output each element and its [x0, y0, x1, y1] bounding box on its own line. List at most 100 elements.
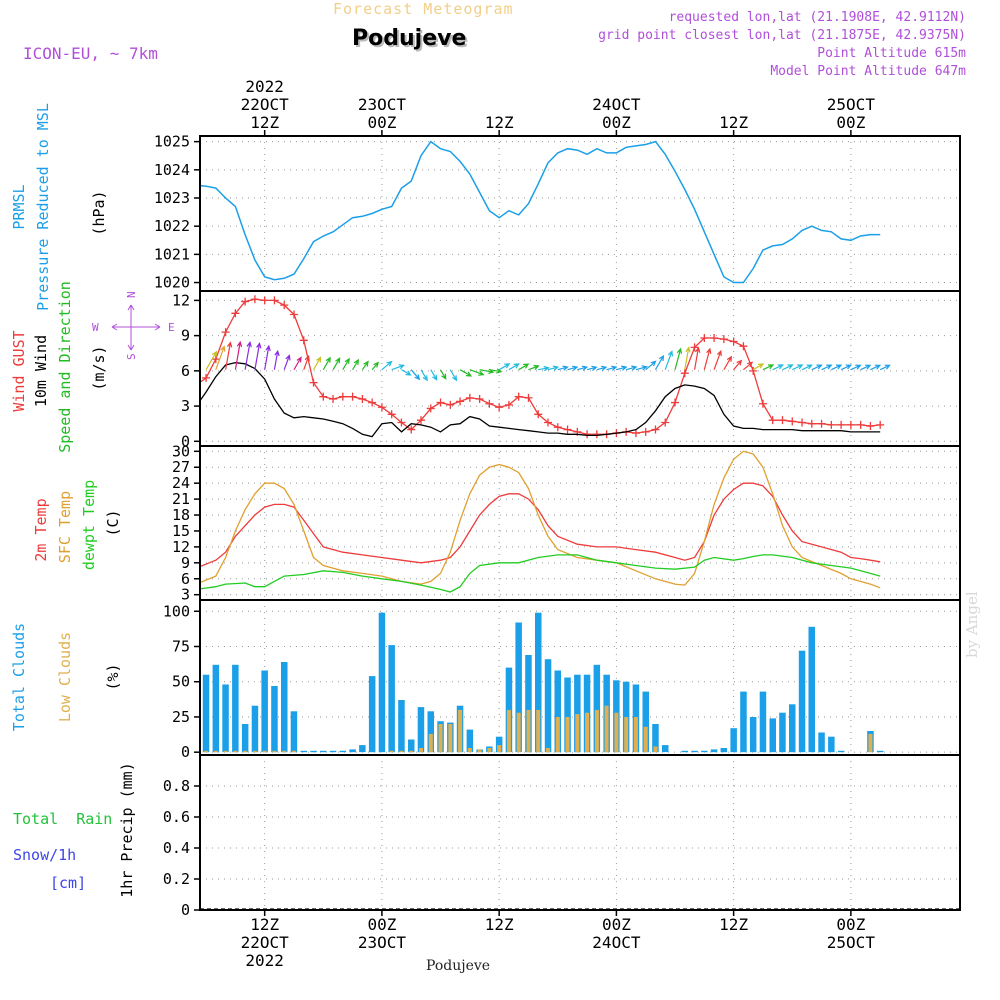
time-label-top: 2022 [245, 77, 284, 96]
wind-direction-arrow [459, 369, 473, 377]
gust-marker [348, 392, 357, 401]
low-cloud-bar [555, 717, 560, 753]
y-tick-label: 6 [181, 362, 190, 380]
wind-direction-arrow [508, 363, 520, 371]
low-cloud-bar [477, 749, 482, 753]
total-cloud-bar [398, 700, 405, 753]
wind-direction-arrow [538, 365, 550, 372]
compass-arrows [111, 304, 161, 351]
compass-n: N [125, 291, 138, 298]
wind-direction-arrow [567, 365, 579, 371]
wind-direction-arrow [283, 354, 291, 370]
total-cloud-bar [710, 749, 718, 753]
direction-label: Speed and Direction [56, 281, 74, 453]
time-label-bottom: 22OCT [241, 933, 290, 952]
panel-frame [199, 135, 961, 292]
y-tick-label: 1020 [154, 274, 190, 292]
gust-marker [319, 392, 328, 401]
low-cloud-bar [536, 709, 541, 753]
wind-direction-arrow [401, 369, 412, 376]
total-cloud-bar [564, 677, 571, 753]
total-cloud-bar [701, 750, 708, 753]
low-cloud-bar [565, 717, 570, 753]
y-tick-label: 0 [181, 432, 190, 450]
gust-marker [651, 425, 660, 434]
wind-direction-arrow [342, 357, 350, 371]
gust-marker [729, 337, 738, 346]
grid-point-coords: grid point closest lon,lat (21.1875E, 42… [598, 28, 966, 43]
gust-marker [202, 373, 211, 382]
wind-direction-arrow [489, 368, 503, 374]
total-cloud-bar [310, 750, 317, 753]
gust-marker [680, 369, 689, 378]
y-tick-label: 0.2 [163, 870, 190, 888]
total-cloud-bar [662, 745, 669, 753]
y-tick-label: 21 [172, 490, 190, 508]
time-label-top: 23OCT [358, 95, 407, 114]
total-cloud-bar [271, 686, 278, 753]
total-cloud-bar [281, 662, 288, 753]
gust-marker [778, 416, 787, 425]
y-tick-label: 1021 [154, 245, 190, 263]
gust-marker [827, 420, 836, 429]
y-tick-label: 30 [172, 442, 190, 460]
gust-marker [495, 403, 504, 412]
panel-pressure: 1020 1021 1022 1023 1024 1025 [154, 133, 961, 292]
pressure-label-long: Pressure Reduced to MSL [34, 103, 52, 311]
gust-marker [631, 429, 640, 438]
total-clouds-label: Total Clouds [10, 623, 28, 731]
wind-direction-arrow [430, 369, 438, 381]
low-cloud-bar [213, 750, 218, 753]
location-title: Podujeve [352, 26, 467, 51]
total-cloud-bar [876, 750, 884, 753]
gust-marker [358, 395, 367, 404]
pressure-unit: (hPa) [90, 190, 108, 235]
total-cloud-bar [495, 736, 503, 753]
wind-direction-arrow [654, 354, 665, 370]
total-cloud-bar [339, 750, 347, 753]
time-label-bottom: 00Z [367, 915, 396, 934]
time-label-top: 12Z [485, 113, 514, 132]
temp-line-3 [200, 554, 881, 593]
y-tick-label: 12 [172, 291, 190, 309]
wind-direction-arrow [557, 365, 569, 371]
point-altitude: Point Altitude 615m [817, 46, 966, 61]
wind-label: 10m Wind [32, 335, 50, 407]
gust-marker [690, 343, 699, 352]
time-label-bottom: 12Z [485, 915, 514, 934]
low-cloud-bar [614, 712, 619, 753]
wind-direction-arrow [772, 364, 784, 371]
time-label-top: 12Z [719, 113, 748, 132]
total-cloud-bar [740, 691, 747, 753]
wind-direction-arrow [645, 360, 657, 371]
wind-direction-arrow [752, 363, 765, 371]
wind-direction-arrow [547, 365, 560, 371]
wind-direction-arrow [312, 356, 322, 370]
y-tick-label: 3 [181, 397, 190, 415]
wind-direction-arrow [420, 369, 428, 382]
gust-marker [641, 427, 650, 436]
low-cloud-bar [223, 750, 228, 753]
total-cloud-bar [720, 748, 728, 753]
gust-marker [260, 296, 269, 305]
y-tick-label: 1024 [154, 161, 190, 179]
wind-direction-arrow [449, 369, 458, 382]
gust-marker [846, 420, 855, 429]
time-label-top: 00Z [836, 113, 865, 132]
y-tick-label: 0 [181, 743, 190, 761]
wind-direction-arrow [762, 364, 775, 371]
low-cloud-bar [438, 724, 443, 753]
gust-marker [387, 410, 396, 419]
model-altitude: Model Point Altitude 647m [770, 64, 966, 79]
wind-direction-arrow [225, 341, 233, 370]
panel-precipitation: 0 0.2 0.4 0.6 0.8 [163, 754, 961, 919]
gust-marker [465, 393, 474, 402]
total-cloud-bar [535, 612, 542, 753]
wind-direction-arrow [352, 358, 359, 371]
gust-marker [710, 333, 719, 342]
gust-marker [544, 418, 553, 427]
product-title: Forecast Meteogram [333, 0, 514, 18]
